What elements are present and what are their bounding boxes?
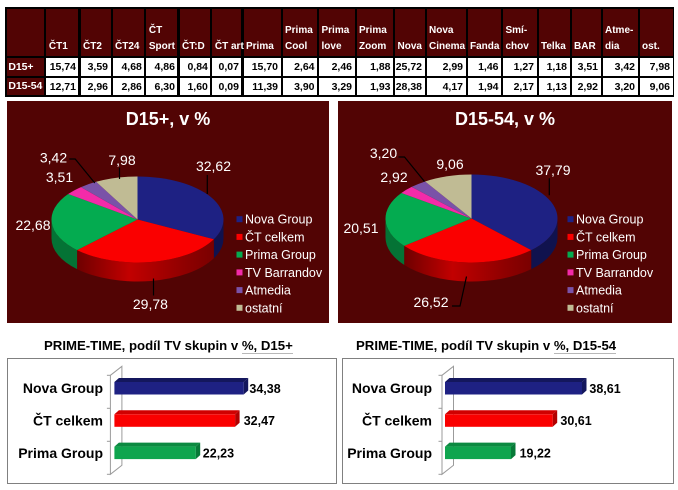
svg-text:9,06: 9,06	[436, 156, 463, 172]
svg-text:TV Barrandov: TV Barrandov	[245, 266, 323, 280]
svg-text:26,52: 26,52	[413, 294, 448, 310]
svg-text:Atmedia: Atmedia	[245, 284, 291, 298]
svg-text:22,23: 22,23	[203, 446, 234, 460]
svg-text:7,98: 7,98	[108, 152, 135, 168]
svg-text:D15+, v %: D15+, v %	[126, 109, 211, 129]
svg-text:Nova Group: Nova Group	[576, 213, 643, 227]
svg-text:32,47: 32,47	[244, 414, 275, 428]
svg-text:29,78: 29,78	[133, 296, 168, 312]
svg-text:3,51: 3,51	[46, 169, 73, 185]
svg-text:TV Barrandov: TV Barrandov	[576, 266, 654, 280]
svg-text:Atmedia: Atmedia	[576, 284, 622, 298]
svg-text:Prima Group: Prima Group	[245, 248, 316, 262]
svg-text:2,92: 2,92	[380, 169, 407, 185]
svg-text:34,38: 34,38	[249, 382, 280, 396]
svg-text:37,79: 37,79	[535, 162, 570, 178]
svg-text:Nova Group: Nova Group	[245, 213, 312, 227]
svg-text:ČT celkem: ČT celkem	[576, 229, 636, 244]
svg-text:3,42: 3,42	[40, 150, 67, 166]
svg-text:3,20: 3,20	[370, 145, 397, 161]
svg-text:Nova Group: Nova Group	[352, 380, 432, 396]
svg-text:32,62: 32,62	[196, 158, 231, 174]
svg-text:D15-54, v %: D15-54, v %	[455, 109, 555, 129]
svg-text:19,22: 19,22	[520, 446, 551, 460]
svg-text:20,51: 20,51	[343, 220, 378, 236]
svg-text:ostatní: ostatní	[245, 301, 283, 315]
svg-text:ČT celkem: ČT celkem	[362, 412, 432, 429]
svg-text:ČT celkem: ČT celkem	[245, 229, 305, 244]
svg-text:Nova Group: Nova Group	[23, 380, 103, 396]
svg-text:22,68: 22,68	[15, 217, 50, 233]
svg-text:ostatní: ostatní	[576, 301, 614, 315]
svg-text:Prima Group: Prima Group	[576, 248, 647, 262]
svg-text:Prima Group: Prima Group	[347, 445, 432, 461]
svg-text:Prima Group: Prima Group	[18, 445, 103, 461]
svg-text:30,61: 30,61	[560, 414, 591, 428]
svg-text:ČT celkem: ČT celkem	[33, 412, 103, 429]
svg-text:38,61: 38,61	[589, 382, 620, 396]
